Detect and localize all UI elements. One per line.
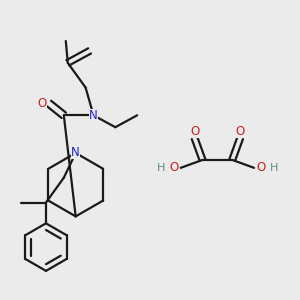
Text: O: O	[169, 161, 178, 174]
Text: N: N	[89, 109, 98, 122]
Text: O: O	[236, 125, 245, 138]
Text: O: O	[190, 125, 199, 138]
Text: H: H	[270, 163, 278, 173]
Text: N: N	[71, 146, 80, 160]
Text: H: H	[157, 163, 165, 173]
Text: O: O	[256, 161, 266, 174]
Text: O: O	[38, 97, 46, 110]
